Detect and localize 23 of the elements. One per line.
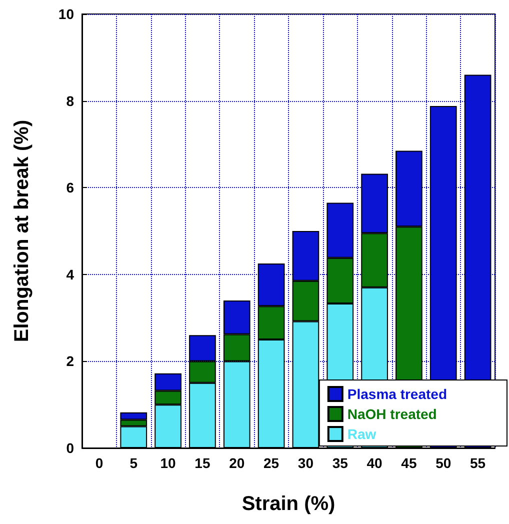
x-tick-label: 55	[470, 455, 486, 471]
x-axis-title: Strain (%)	[242, 493, 336, 515]
legend-label: Plasma treated	[347, 386, 448, 402]
y-tick-label: 4	[66, 266, 74, 282]
x-tick-label: 35	[332, 455, 348, 471]
y-tick-label: 6	[66, 180, 74, 196]
x-tick-label: 45	[401, 455, 417, 471]
x-tick-label: 0	[95, 455, 104, 471]
legend-label: NaOH treated	[347, 406, 437, 422]
y-tick-label: 8	[66, 92, 74, 109]
legend-label: Raw	[347, 426, 376, 442]
x-tick-label: 40	[366, 455, 383, 471]
x-tick-label: 5	[130, 455, 138, 471]
y-axis-title: Elongation at break (%)	[11, 120, 33, 342]
x-tick-label: 10	[160, 455, 176, 471]
y-tick-label: 2	[66, 353, 74, 370]
x-tick-label: 30	[298, 455, 314, 471]
x-tick-label: 50	[436, 455, 452, 471]
x-tick-label: 25	[264, 455, 280, 471]
y-tick-label: 0	[66, 440, 74, 456]
y-tick-label: 10	[58, 6, 74, 22]
x-tick-label: 15	[194, 455, 210, 471]
x-tick-label: 20	[229, 455, 245, 471]
